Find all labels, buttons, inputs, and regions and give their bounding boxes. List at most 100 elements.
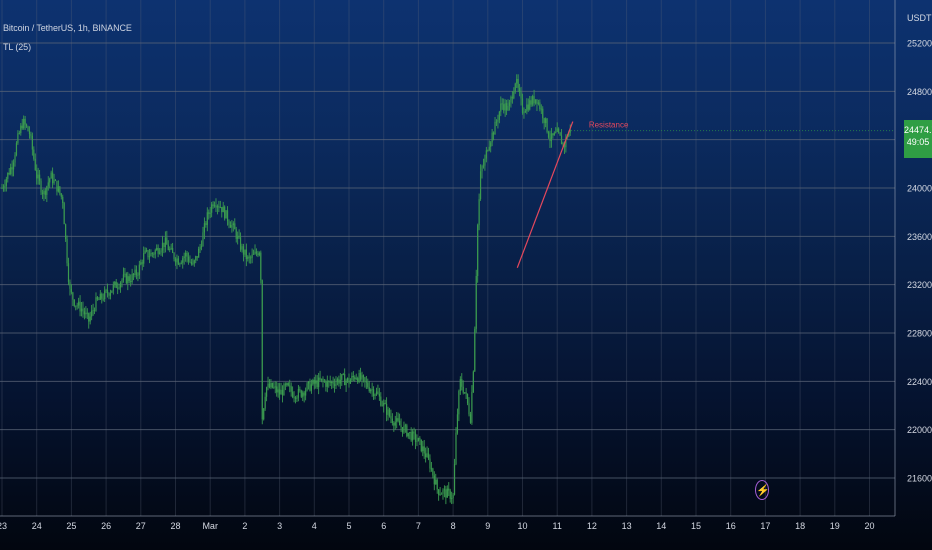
candle-body [121, 279, 123, 283]
candle-body [453, 464, 456, 495]
x-tick-label: 12 [587, 521, 597, 531]
candle-body [132, 273, 135, 275]
candle-body [1, 188, 3, 189]
candle-body [319, 377, 321, 380]
candle-body [17, 133, 19, 144]
candle-body [108, 293, 110, 296]
candle-body [157, 247, 159, 254]
candle-body [466, 393, 469, 404]
candle-body [565, 137, 567, 148]
x-tick-label: 16 [726, 521, 736, 531]
candle-body [182, 258, 184, 263]
candle-body [380, 396, 382, 406]
candle-body [80, 308, 83, 312]
candle-body [377, 391, 379, 394]
candle-body [70, 288, 72, 293]
candle-body [114, 281, 116, 285]
candle-body [209, 212, 211, 214]
candle-body [505, 103, 508, 111]
candle-body [339, 379, 341, 384]
candle-body [248, 256, 250, 258]
candle-body [231, 225, 233, 228]
candle-body [425, 453, 427, 458]
candle-body [368, 387, 370, 392]
candle-body [200, 246, 203, 248]
candle-body [482, 165, 485, 167]
candle-body [449, 490, 451, 499]
candle-body [310, 384, 313, 391]
candle-body [211, 204, 213, 213]
candle-body [516, 79, 518, 84]
lightning-icon[interactable]: ⚡ [755, 480, 770, 500]
candle-body [394, 421, 396, 426]
candle-body [112, 284, 114, 291]
symbol-legend[interactable]: Bitcoin / TetherUS, 1h, BINANCE [3, 23, 132, 33]
candle-body [323, 381, 326, 382]
candle-body [167, 244, 169, 250]
candle-body [332, 381, 334, 385]
candle-body [140, 262, 142, 265]
candle-body [252, 253, 255, 255]
candle-body [229, 224, 232, 228]
candle-body [495, 121, 498, 123]
candle-body [2, 187, 5, 189]
candle-body [362, 375, 365, 378]
candle-body [300, 390, 302, 397]
candle-body [52, 172, 54, 184]
candle-body [10, 167, 12, 175]
candle-body [154, 250, 156, 255]
candle-body [148, 256, 151, 258]
candle-body [358, 373, 360, 382]
candle-body [318, 377, 320, 388]
candle-body [519, 87, 521, 93]
candle-body [141, 262, 143, 264]
candle-body [192, 263, 194, 265]
candle-body [521, 98, 524, 113]
candle-body [365, 381, 367, 383]
x-tick-label: 8 [451, 521, 456, 531]
candle-body [34, 158, 36, 170]
y-tick-label: 23200.00 [907, 280, 932, 290]
candle-body [556, 128, 558, 132]
x-tick-label: 6 [381, 521, 386, 531]
candle-body [150, 253, 152, 257]
candle-body [254, 251, 256, 254]
resistance-label: Resistance [589, 121, 629, 130]
candle-body [320, 378, 323, 380]
candle-body [65, 224, 67, 240]
candle-body [292, 391, 294, 398]
candle-body [560, 135, 563, 145]
candle-body [305, 390, 307, 396]
candle-body [375, 391, 378, 395]
candle-body [559, 132, 561, 136]
y-tick-label: 22800.00 [907, 329, 932, 339]
candle-body [307, 381, 310, 384]
candle-body [93, 310, 96, 311]
candle-body [465, 392, 467, 394]
candle-body [294, 397, 297, 399]
y-tick-label: 23600.00 [907, 232, 932, 242]
candle-body [552, 133, 554, 136]
price-unit-label: USDT [907, 13, 932, 23]
candle-body [336, 379, 339, 383]
candle-body [279, 389, 281, 395]
candle-body [396, 418, 398, 422]
candle-body [344, 374, 346, 386]
candle-body [547, 132, 550, 138]
candle-body [422, 446, 424, 452]
candle-body [511, 96, 513, 99]
candle-body [553, 132, 555, 136]
candle-body [119, 282, 122, 288]
candle-body [555, 131, 557, 133]
candle-body [144, 250, 146, 254]
candle-body [75, 305, 77, 307]
candle-body [328, 381, 330, 382]
candle-body [234, 223, 236, 230]
candle-body [427, 453, 430, 459]
indicator-legend[interactable]: TL (25) [3, 42, 31, 52]
candle-body [309, 381, 311, 391]
candle-body [130, 281, 132, 283]
candle-body [228, 221, 230, 225]
candle-body [239, 237, 242, 250]
